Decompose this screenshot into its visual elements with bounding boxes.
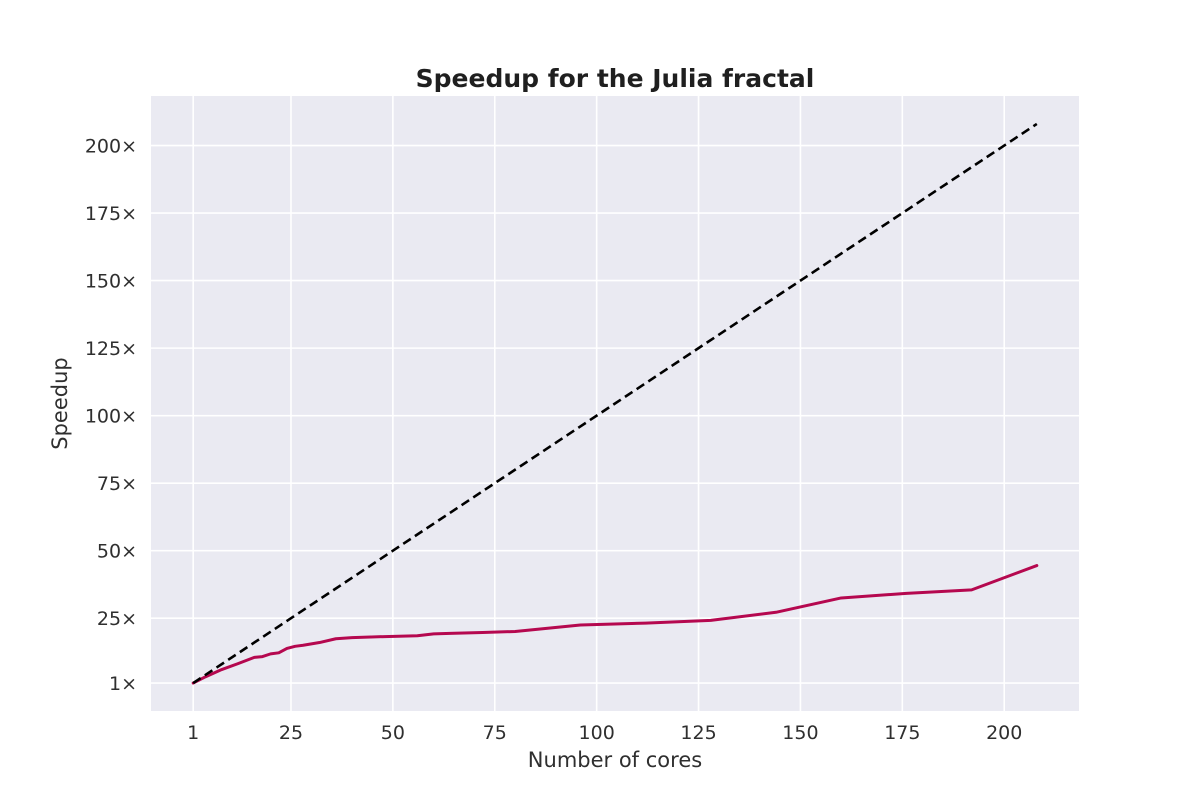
x-tick-label: 150 — [782, 722, 818, 744]
y-tick-label: 200× — [85, 136, 137, 158]
x-tick-label: 1 — [187, 722, 199, 744]
tick-labels: 1 25 50 75 100 125 150 175 2001×25×50×75×100×125… — [85, 136, 1023, 744]
x-tick-label: 50 — [381, 722, 405, 744]
y-tick-label: 75× — [97, 473, 137, 495]
x-tick-label: 200 — [986, 722, 1022, 744]
x-tick-label: 100 — [579, 722, 615, 744]
ideal-speedup-line — [192, 122, 1038, 685]
y-tick-label: 150× — [85, 271, 137, 293]
measured-speedup-line — [191, 564, 1039, 685]
y-tick-label: 100× — [85, 406, 137, 428]
y-axis-label: Speedup — [48, 357, 72, 449]
chart-title: Speedup for the Julia fractal — [416, 64, 815, 93]
y-tick-label: 175× — [85, 203, 137, 225]
x-tick-label: 75 — [483, 722, 507, 744]
y-tick-label: 50× — [97, 541, 137, 563]
x-tick-label: 175 — [884, 722, 920, 744]
y-tick-label: 125× — [85, 338, 137, 360]
y-tick-label: 1× — [109, 673, 137, 695]
x-tick-label: 125 — [680, 722, 716, 744]
y-tick-label: 25× — [97, 608, 137, 630]
series-lines — [191, 122, 1039, 685]
x-tick-label: 25 — [279, 722, 303, 744]
x-axis-label: Number of cores — [528, 748, 702, 772]
grid-lines — [151, 96, 1079, 711]
